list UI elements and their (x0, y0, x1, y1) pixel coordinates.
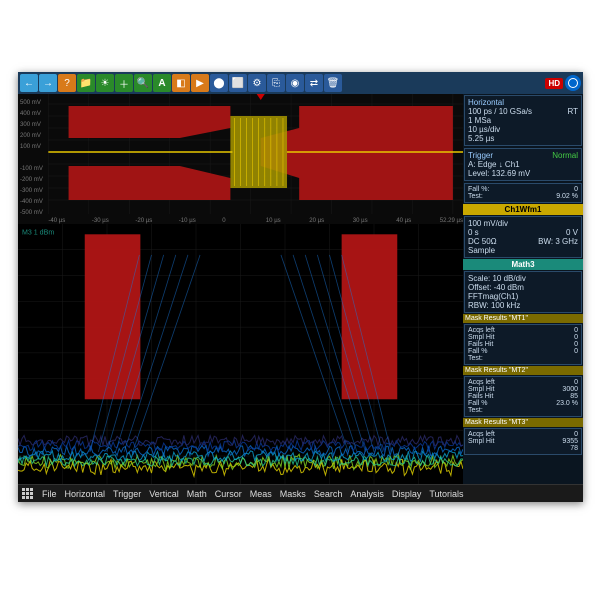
menu-analysis[interactable]: Analysis (347, 489, 387, 499)
brand-logo-icon (565, 75, 581, 91)
panel-title: Horizontal (468, 98, 578, 107)
mask-header: Mask Results "MT1" (463, 314, 583, 323)
mask-results-mt1[interactable]: Mask Results "MT1"Acqs left0Smpl Hit0Fai… (463, 314, 583, 365)
search-icon[interactable]: 🔍 (134, 74, 152, 92)
svg-text:200 mV: 200 mV (20, 133, 41, 139)
clipboard-icon[interactable]: ⎘ (267, 74, 285, 92)
time-plot[interactable]: 500 mV 400 mV 300 mV 200 mV 100 mV -100 mV -20… (18, 94, 463, 224)
mask-results-mt3[interactable]: Mask Results "MT3"Acqs left0Smpl Hit9355… (463, 418, 583, 455)
mask-header: Mask Results "MT3" (463, 418, 583, 427)
menu-trigger[interactable]: Trigger (110, 489, 144, 499)
brightness-icon[interactable]: ☀ (96, 74, 114, 92)
svg-text:400 mV: 400 mV (20, 111, 41, 117)
measure-icon[interactable]: ◧ (172, 74, 190, 92)
mask-header: Mask Results "MT2" (463, 366, 583, 375)
svg-text:-100 mV: -100 mV (20, 166, 43, 172)
fall-panel: Fall %:0 Test:9.02 % (464, 183, 582, 203)
tool-icon[interactable]: ⚙ (248, 74, 266, 92)
menu-masks[interactable]: Masks (277, 489, 309, 499)
help-icon[interactable]: ? (58, 74, 76, 92)
svg-text:-300 mV: -300 mV (20, 188, 43, 194)
menu-horizontal[interactable]: Horizontal (62, 489, 109, 499)
sidebar: Horizontal 100 ps / 10 GSa/sRT 1 MSa 10 … (463, 94, 583, 484)
link-icon[interactable]: ⇄ (305, 74, 323, 92)
app-menu-icon[interactable] (22, 488, 33, 499)
trash-icon[interactable]: 🗑 (324, 74, 342, 92)
svg-text:-200 mV: -200 mV (20, 177, 43, 183)
add-icon[interactable]: ＋ (115, 74, 133, 92)
trigger-panel[interactable]: TriggerNormal A: Edge ↓ Ch1 Level: 132.6… (464, 148, 582, 181)
stop-icon[interactable]: ⬜ (229, 74, 247, 92)
toolbar: ← → ? 📁 ☀ ＋ 🔍 A ◧ ▶ ⬤ ⬜ ⚙ ⎘ ◉ ⇄ 🗑 HD (18, 72, 583, 94)
menu-tutorials[interactable]: Tutorials (426, 489, 466, 499)
menu-meas[interactable]: Meas (247, 489, 275, 499)
svg-text:M3 1 dBm: M3 1 dBm (22, 228, 54, 236)
record-icon[interactable]: ⬤ (210, 74, 228, 92)
hd-badge: HD (545, 78, 563, 89)
auto-icon[interactable]: A (153, 74, 171, 92)
camera-icon[interactable]: ◉ (286, 74, 304, 92)
forward-icon[interactable]: → (39, 74, 57, 92)
menu-cursor[interactable]: Cursor (212, 489, 245, 499)
ch1-header: Ch1Wfm1 (463, 204, 583, 215)
svg-text:100 mV: 100 mV (20, 144, 41, 150)
ch1-panel[interactable]: Ch1Wfm1 100 mV/div 0 s0 V DC 50ΩBW: 3 GH… (463, 204, 583, 259)
back-icon[interactable]: ← (20, 74, 38, 92)
math-header: Math3 (463, 259, 583, 270)
menu-display[interactable]: Display (389, 489, 425, 499)
math-panel[interactable]: Math3 Scale: 10 dB/div Offset: -40 dBm F… (463, 259, 583, 314)
play-icon[interactable]: ▶ (191, 74, 209, 92)
open-icon[interactable]: 📁 (77, 74, 95, 92)
svg-text:-400 mV: -400 mV (20, 199, 43, 205)
svg-text:500 mV: 500 mV (20, 100, 41, 106)
menubar: FileHorizontalTriggerVerticalMathCursorM… (18, 484, 583, 502)
menu-search[interactable]: Search (311, 489, 346, 499)
svg-text:300 mV: 300 mV (20, 122, 41, 128)
fft-plot[interactable]: M3 1 dBm (18, 224, 463, 484)
menu-file[interactable]: File (39, 489, 60, 499)
mask-results-mt2[interactable]: Mask Results "MT2"Acqs left0Smpl Hit3000… (463, 366, 583, 417)
menu-math[interactable]: Math (184, 489, 210, 499)
menu-vertical[interactable]: Vertical (146, 489, 182, 499)
svg-text:-500 mV: -500 mV (20, 210, 43, 216)
horizontal-panel[interactable]: Horizontal 100 ps / 10 GSa/sRT 1 MSa 10 … (464, 95, 582, 146)
